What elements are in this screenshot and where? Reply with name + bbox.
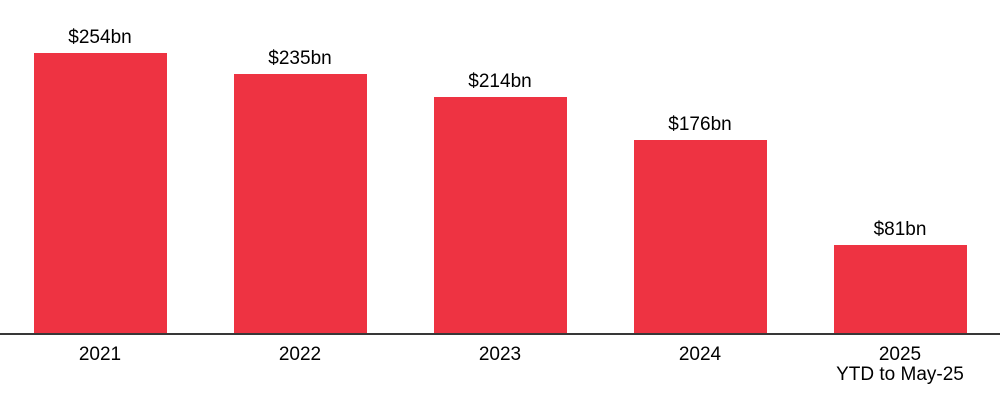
bar-2024 (633, 140, 767, 335)
x-axis-sublabel: YTD to May-25 (836, 364, 964, 385)
x-axis-label: 2023 (400, 345, 600, 365)
x-axis-label: 2022 (200, 345, 400, 365)
x-axis-line (0, 333, 1000, 335)
bar-2022 (233, 74, 367, 335)
bar-2023 (433, 97, 567, 335)
plot-area: $254bn $235bn $214bn $176bn $81bn (0, 27, 1000, 335)
x-axis-label: 2025 YTD to May-25 (800, 345, 1000, 385)
bar-2025 (833, 245, 967, 335)
bar-value-label: $176bn (668, 114, 732, 135)
x-axis-label: 2024 (600, 345, 800, 365)
bar-value-label: $214bn (468, 71, 532, 92)
x-axis-label-year: 2023 (478, 344, 522, 365)
bar-value-label: $81bn (873, 219, 927, 240)
bar-value-label: $254bn (68, 27, 132, 48)
x-axis-label: 2021 (0, 345, 200, 365)
x-axis-label-year: 2025 (878, 344, 922, 365)
x-axis-label-year: 2022 (278, 344, 322, 365)
bar-2021 (33, 53, 167, 335)
bar-value-label: $235bn (268, 48, 332, 69)
x-axis-labels: 2021 2022 2023 2024 2025 YTD to May-25 (0, 345, 1000, 400)
x-axis-label-year: 2024 (678, 344, 722, 365)
x-axis-label-year: 2021 (78, 344, 122, 365)
